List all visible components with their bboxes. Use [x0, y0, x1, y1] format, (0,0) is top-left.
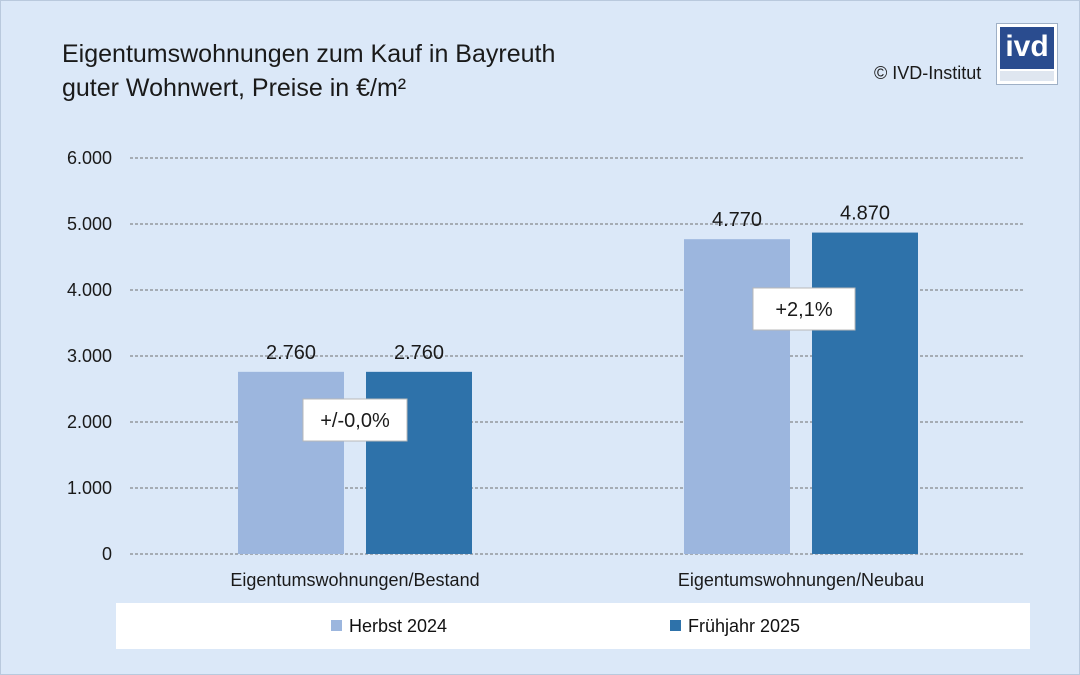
copyright-notice: © IVD-Institut	[874, 63, 982, 83]
data-label: 4.870	[840, 203, 890, 225]
y-tick-label: 5.000	[67, 214, 112, 234]
change-label-box	[302, 398, 408, 442]
x-category-label: Eigentumswohnungen/Neubau	[678, 570, 924, 590]
legend: Herbst 2024 Frühjahr 2025	[116, 603, 1030, 649]
legend-label-fruehjahr-2025: Frühjahr 2025	[688, 616, 801, 636]
bar	[812, 232, 918, 554]
ivd-logo-bar	[1000, 71, 1054, 81]
data-label: 2.760	[266, 342, 316, 364]
change-label: +/-0,0%	[320, 410, 390, 432]
legend-item-herbst-2024: Herbst 2024	[331, 616, 447, 637]
chart-title-line2: guter Wohnwert, Preise in €/m²	[62, 74, 407, 102]
x-category-label: Eigentumswohnungen/Bestand	[230, 570, 479, 590]
bar	[684, 239, 790, 554]
ivd-logo-text: ivd	[1000, 27, 1054, 69]
y-tick-label: 4.000	[67, 280, 112, 300]
y-tick-label: 1.000	[67, 478, 112, 498]
y-tick-label: 2.000	[67, 412, 112, 432]
legend-label-herbst-2024: Herbst 2024	[349, 616, 448, 636]
data-label: 2.760	[394, 342, 444, 364]
data-label: 4.770	[712, 209, 762, 231]
legend-swatch-fruehjahr-2025	[670, 620, 681, 631]
y-tick-label: 6.000	[67, 148, 112, 168]
change-label: +2,1%	[775, 299, 832, 321]
legend-swatch-herbst-2024	[331, 620, 342, 631]
y-tick-label: 3.000	[67, 346, 112, 366]
ivd-logo: ivd	[996, 23, 1058, 85]
legend-item-fruehjahr-2025: Frühjahr 2025	[670, 616, 800, 637]
chart-title-line1: Eigentumswohnungen zum Kauf in Bayreuth	[62, 40, 556, 68]
y-tick-label: 0	[102, 544, 112, 564]
chart-title: Eigentumswohnungen zum Kauf in Bayreuth …	[62, 37, 555, 105]
change-label-box	[752, 287, 856, 331]
